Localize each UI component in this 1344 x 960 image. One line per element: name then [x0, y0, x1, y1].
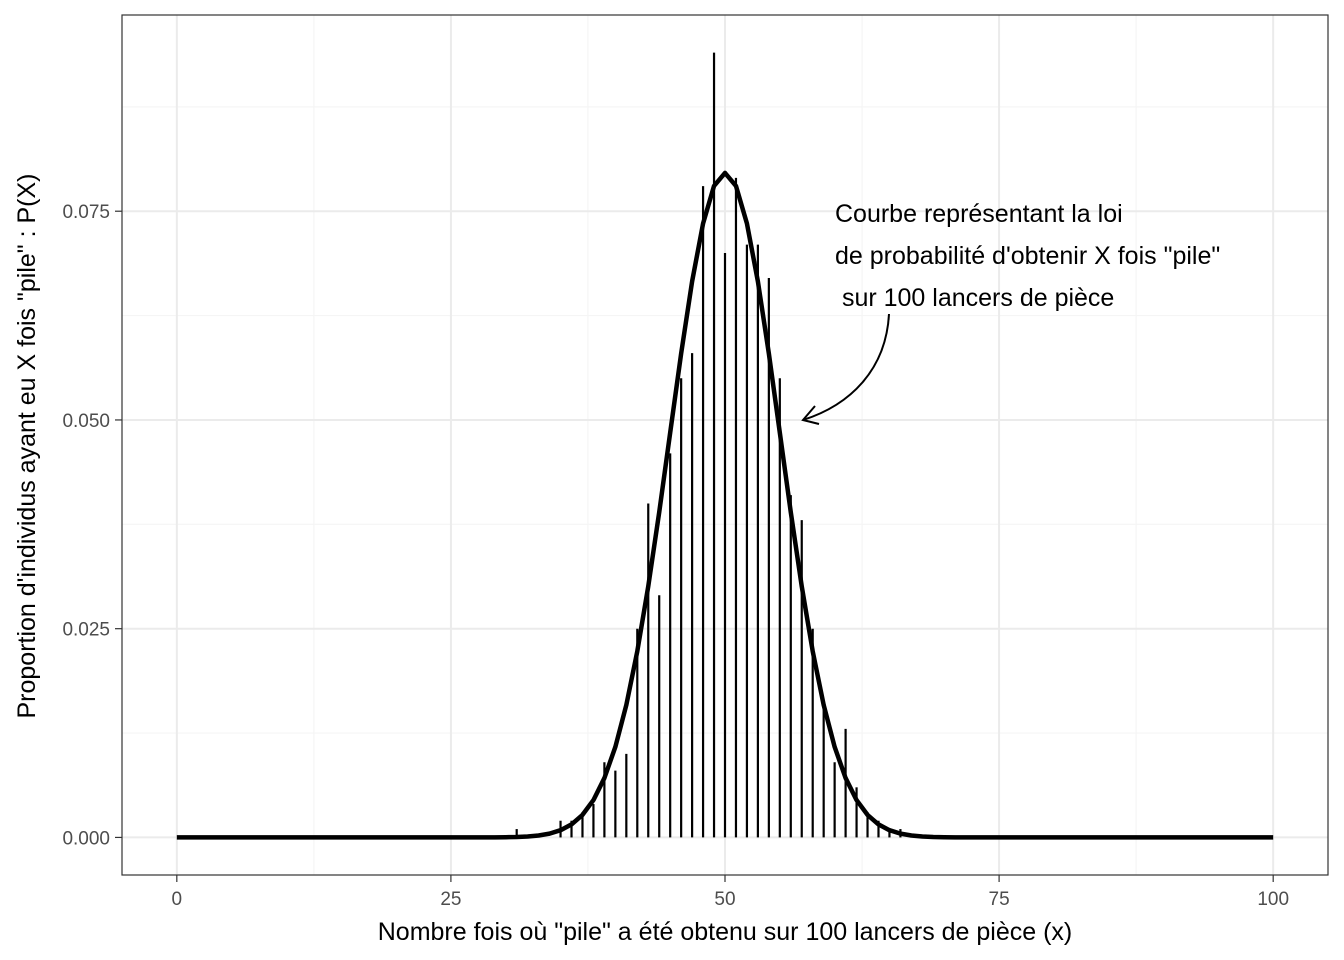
- x-axis-title: Nombre fois où "pile" a été obtenu sur 1…: [378, 918, 1073, 946]
- y-axis-title: Proportion d'individus ayant eu X fois "…: [13, 173, 41, 718]
- annotation-line-1: Courbe représentant la loi: [835, 200, 1123, 228]
- y-tick-label: 0.000: [62, 828, 110, 849]
- y-tick-label: 0.025: [62, 620, 110, 641]
- annotation-line-2: de probabilité d'obtenir X fois "pile": [835, 242, 1220, 270]
- x-tick-label: 25: [440, 889, 461, 910]
- annotation-arrowhead: [801, 405, 820, 425]
- tick-labels: 0 25 50 75 100 0.000 0.025 0.050 0.075: [62, 202, 1289, 910]
- x-tick-label: 0: [172, 889, 183, 910]
- y-tick-label: 0.075: [62, 202, 110, 223]
- x-tick-label: 100: [1257, 889, 1289, 910]
- annotation-arrow: [802, 313, 890, 421]
- binomial-curve: [176, 170, 1274, 840]
- y-tick-label: 0.050: [62, 411, 110, 432]
- annotation-line-3: sur 100 lancers de pièce: [835, 284, 1114, 312]
- axis-ticks: [115, 210, 1274, 882]
- curve-annotation: Courbe représentant la loi de probabilit…: [801, 200, 1220, 425]
- x-tick-label: 50: [714, 889, 735, 910]
- x-tick-label: 75: [989, 889, 1010, 910]
